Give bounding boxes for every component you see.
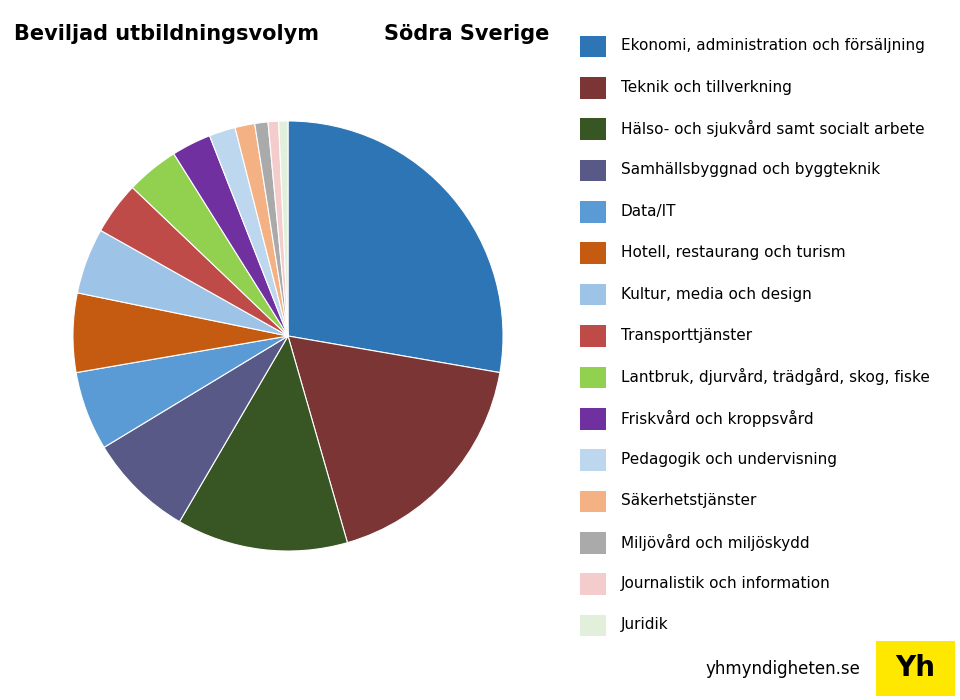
- Bar: [876, 641, 955, 696]
- Bar: [580, 573, 606, 595]
- Bar: [580, 615, 606, 636]
- Text: Yh: Yh: [895, 654, 935, 682]
- Wedge shape: [288, 121, 503, 372]
- Text: Hälso- och sjukvård samt socialt arbete: Hälso- och sjukvård samt socialt arbete: [621, 120, 924, 137]
- Wedge shape: [132, 154, 288, 336]
- Text: Data/IT: Data/IT: [621, 204, 677, 219]
- Text: Lantbruk, djurvård, trädgård, skog, fiske: Lantbruk, djurvård, trädgård, skog, fisk…: [621, 368, 930, 385]
- Bar: [580, 326, 606, 346]
- Wedge shape: [174, 136, 288, 336]
- Text: Miljövård och miljöskydd: Miljövård och miljöskydd: [621, 533, 809, 551]
- Bar: [580, 532, 606, 554]
- Wedge shape: [235, 124, 288, 336]
- Text: Ekonomi, administration och försäljning: Ekonomi, administration och försäljning: [621, 38, 924, 53]
- Wedge shape: [278, 121, 288, 336]
- Text: Samhällsbyggnad och byggteknik: Samhällsbyggnad och byggteknik: [621, 162, 880, 177]
- Wedge shape: [288, 336, 500, 542]
- Text: Beviljad utbildningsvolym: Beviljad utbildningsvolym: [14, 25, 320, 45]
- Wedge shape: [180, 336, 348, 551]
- Bar: [580, 491, 606, 512]
- Bar: [580, 36, 606, 57]
- Bar: [580, 284, 606, 305]
- Text: Journalistik och information: Journalistik och information: [621, 576, 830, 591]
- Bar: [580, 77, 606, 99]
- Text: Juridik: Juridik: [621, 617, 668, 632]
- Wedge shape: [73, 293, 288, 372]
- Text: Södra Sverige: Södra Sverige: [384, 25, 549, 45]
- Wedge shape: [101, 188, 288, 336]
- Wedge shape: [78, 230, 288, 336]
- Text: Hotell, restaurang och turism: Hotell, restaurang och turism: [621, 245, 846, 260]
- Bar: [580, 408, 606, 430]
- Text: Teknik och tillverkning: Teknik och tillverkning: [621, 80, 792, 94]
- Text: Säkerhetstjänster: Säkerhetstjänster: [621, 494, 756, 508]
- Bar: [580, 118, 606, 140]
- Text: Transporttjänster: Transporttjänster: [621, 328, 752, 343]
- Bar: [580, 160, 606, 181]
- Text: Friskvård och kroppsvård: Friskvård och kroppsvård: [621, 410, 813, 426]
- Bar: [580, 367, 606, 388]
- Bar: [580, 201, 606, 223]
- Text: yhmyndigheten.se: yhmyndigheten.se: [705, 659, 860, 678]
- Wedge shape: [104, 336, 288, 522]
- Text: Pedagogik och undervisning: Pedagogik och undervisning: [621, 452, 837, 467]
- Wedge shape: [254, 122, 288, 336]
- Bar: [580, 449, 606, 471]
- Wedge shape: [268, 121, 288, 336]
- Wedge shape: [76, 336, 288, 447]
- Bar: [580, 242, 606, 264]
- Text: Kultur, media och design: Kultur, media och design: [621, 286, 811, 302]
- Wedge shape: [209, 127, 288, 336]
